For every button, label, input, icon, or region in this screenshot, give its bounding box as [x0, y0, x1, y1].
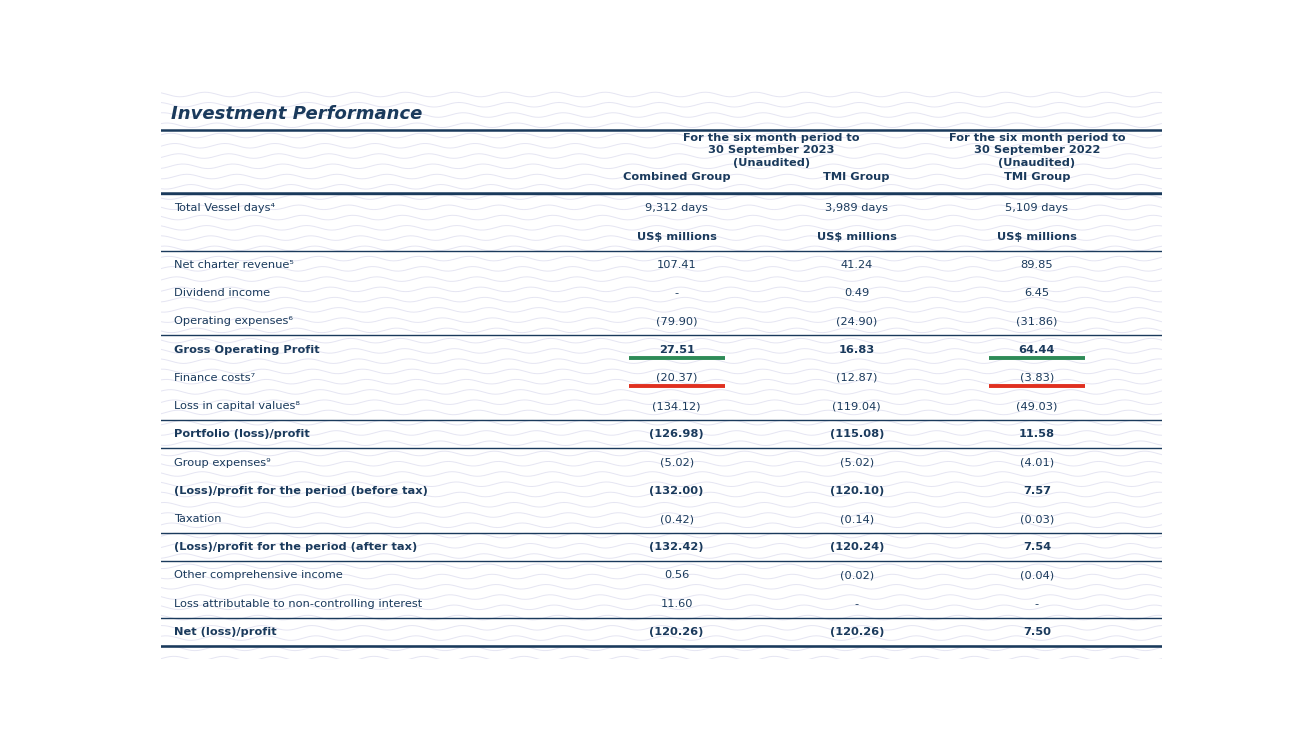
Text: 7.57: 7.57	[1022, 485, 1051, 496]
Text: For the six month period to: For the six month period to	[683, 132, 860, 143]
Text: (3.83): (3.83)	[1020, 373, 1053, 383]
Text: Investment Performance: Investment Performance	[172, 105, 422, 123]
Text: (0.42): (0.42)	[660, 514, 693, 524]
Text: (120.26): (120.26)	[649, 627, 704, 637]
Text: (12.87): (12.87)	[837, 373, 878, 383]
Text: Total Vessel days⁴: Total Vessel days⁴	[174, 204, 275, 213]
Text: (132.42): (132.42)	[649, 542, 704, 552]
Text: (120.10): (120.10)	[830, 485, 884, 496]
Text: (Loss)/profit for the period (before tax): (Loss)/profit for the period (before tax…	[174, 485, 429, 496]
Text: Net charter revenue⁵: Net charter revenue⁵	[174, 260, 294, 270]
Text: (0.14): (0.14)	[839, 514, 874, 524]
Text: (120.24): (120.24)	[830, 542, 884, 552]
Text: TMI Group: TMI Group	[1003, 172, 1070, 181]
Text: 27.51: 27.51	[658, 345, 695, 354]
Text: (0.02): (0.02)	[839, 571, 874, 580]
Text: (79.90): (79.90)	[656, 317, 697, 326]
Text: Finance costs⁷: Finance costs⁷	[174, 373, 256, 383]
Text: (0.04): (0.04)	[1020, 571, 1053, 580]
Text: TMI Group: TMI Group	[824, 172, 889, 181]
Text: 16.83: 16.83	[839, 345, 875, 354]
Text: Operating expenses⁶: Operating expenses⁶	[174, 317, 293, 326]
Text: (120.26): (120.26)	[830, 627, 884, 637]
Text: 6.45: 6.45	[1024, 288, 1050, 298]
Text: (Loss)/profit for the period (after tax): (Loss)/profit for the period (after tax)	[174, 542, 417, 552]
Text: (132.00): (132.00)	[649, 485, 704, 496]
Text: (31.86): (31.86)	[1016, 317, 1057, 326]
Text: (Unaudited): (Unaudited)	[733, 158, 811, 168]
Text: 5,109 days: 5,109 days	[1006, 204, 1069, 213]
Text: -: -	[1035, 599, 1039, 609]
Text: US$ millions: US$ millions	[817, 232, 897, 242]
Text: Combined Group: Combined Group	[622, 172, 731, 181]
Text: Loss attributable to non-controlling interest: Loss attributable to non-controlling int…	[174, 599, 422, 609]
Text: (0.03): (0.03)	[1020, 514, 1053, 524]
Text: (Unaudited): (Unaudited)	[998, 158, 1075, 168]
Text: 11.60: 11.60	[661, 599, 693, 609]
Text: 41.24: 41.24	[840, 260, 873, 270]
Text: Loss in capital values⁸: Loss in capital values⁸	[174, 401, 301, 411]
Text: (119.04): (119.04)	[833, 401, 880, 411]
Text: 9,312 days: 9,312 days	[646, 204, 707, 213]
Text: 30 September 2023: 30 September 2023	[709, 145, 835, 155]
Text: 0.56: 0.56	[664, 571, 689, 580]
Text: US$ millions: US$ millions	[636, 232, 717, 242]
Text: (4.01): (4.01)	[1020, 457, 1053, 468]
Text: US$ millions: US$ millions	[997, 232, 1077, 242]
Text: (134.12): (134.12)	[652, 401, 701, 411]
Text: (24.90): (24.90)	[837, 317, 878, 326]
Text: Dividend income: Dividend income	[174, 288, 271, 298]
Text: 7.54: 7.54	[1022, 542, 1051, 552]
Text: 30 September 2022: 30 September 2022	[973, 145, 1100, 155]
Text: -: -	[855, 599, 859, 609]
Text: (49.03): (49.03)	[1016, 401, 1057, 411]
Text: 64.44: 64.44	[1019, 345, 1055, 354]
Text: 89.85: 89.85	[1020, 260, 1053, 270]
Text: (5.02): (5.02)	[839, 457, 874, 468]
Text: For the six month period to: For the six month period to	[949, 132, 1124, 143]
Text: 11.58: 11.58	[1019, 429, 1055, 440]
Text: 3,989 days: 3,989 days	[825, 204, 888, 213]
Text: Portfolio (loss)/profit: Portfolio (loss)/profit	[174, 429, 310, 440]
Text: Other comprehensive income: Other comprehensive income	[174, 571, 343, 580]
Text: (5.02): (5.02)	[660, 457, 693, 468]
Text: (20.37): (20.37)	[656, 373, 697, 383]
Text: 0.49: 0.49	[844, 288, 869, 298]
Text: -: -	[675, 288, 679, 298]
Text: Net (loss)/profit: Net (loss)/profit	[174, 627, 278, 637]
Text: 7.50: 7.50	[1022, 627, 1051, 637]
Text: Taxation: Taxation	[174, 514, 222, 524]
Text: (115.08): (115.08)	[830, 429, 884, 440]
Text: 107.41: 107.41	[657, 260, 697, 270]
Text: Gross Operating Profit: Gross Operating Profit	[174, 345, 320, 354]
Text: (126.98): (126.98)	[649, 429, 704, 440]
Text: Group expenses⁹: Group expenses⁹	[174, 457, 271, 468]
